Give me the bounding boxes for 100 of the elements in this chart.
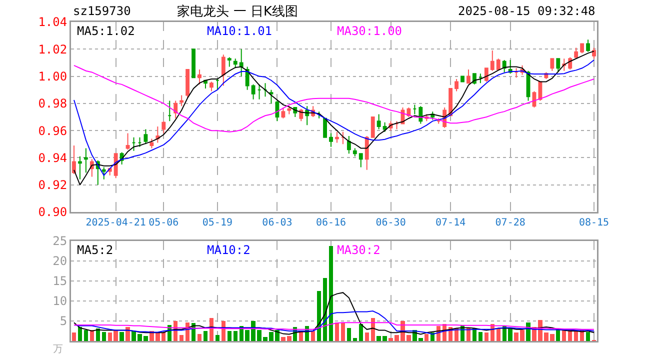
candlestick bbox=[215, 78, 220, 90]
y-tick-label: 5 bbox=[60, 314, 68, 328]
bar bbox=[358, 324, 363, 341]
y-tick-label: 0.92 bbox=[38, 178, 68, 192]
y-tick-label: 0.98 bbox=[38, 96, 68, 111]
y-tick-label: 20 bbox=[52, 254, 68, 268]
candlestick bbox=[186, 69, 190, 98]
candlestick bbox=[574, 47, 578, 60]
candlestick bbox=[174, 100, 178, 119]
text: sz159730 bbox=[73, 4, 131, 18]
x-tick-label: 2025-04-21 bbox=[86, 218, 146, 228]
candlestick bbox=[394, 120, 399, 130]
candlestick bbox=[251, 84, 256, 100]
candlestick bbox=[586, 39, 590, 52]
bar bbox=[120, 332, 124, 341]
bar bbox=[102, 332, 106, 341]
bar bbox=[478, 332, 483, 341]
candlestick bbox=[84, 148, 88, 174]
bar bbox=[484, 332, 489, 341]
x-tick-label: 06-30 bbox=[376, 218, 406, 228]
bar bbox=[364, 332, 369, 341]
candlestick bbox=[180, 94, 184, 107]
candlestick bbox=[257, 84, 262, 100]
candlestick bbox=[156, 126, 160, 144]
candlestick bbox=[448, 88, 453, 116]
candlestick bbox=[138, 136, 142, 148]
bar bbox=[586, 332, 590, 341]
candlestick bbox=[592, 47, 596, 60]
bar bbox=[334, 322, 340, 341]
x-tick-label: 06-16 bbox=[316, 218, 346, 228]
text: 2025-08-15 09:32:48 bbox=[458, 4, 596, 18]
candlestick bbox=[263, 82, 268, 98]
bar bbox=[203, 331, 208, 341]
candlestick bbox=[550, 58, 554, 72]
y-tick-label: 1.04 bbox=[38, 15, 68, 30]
candlestick bbox=[335, 131, 339, 144]
candlestick bbox=[418, 106, 423, 124]
candlestick bbox=[144, 128, 148, 145]
y-tick-label: 0.94 bbox=[38, 150, 68, 165]
bar bbox=[72, 332, 76, 341]
bar bbox=[197, 334, 202, 341]
bar bbox=[215, 335, 220, 341]
candlestick bbox=[323, 118, 327, 138]
y-tick-label: 10 bbox=[52, 294, 68, 308]
candlestick bbox=[484, 68, 488, 82]
y-tick-label: 1.02 bbox=[38, 42, 68, 56]
bar bbox=[574, 331, 578, 341]
candlestick bbox=[514, 68, 518, 78]
candlestick bbox=[192, 48, 196, 78]
candlestick bbox=[287, 106, 292, 115]
bar bbox=[84, 330, 88, 341]
bar bbox=[340, 322, 346, 341]
text: MA30:2 bbox=[337, 243, 380, 257]
y-tick-label: 0.90 bbox=[38, 205, 68, 220]
line-series bbox=[73, 64, 595, 132]
candlestick bbox=[233, 58, 238, 69]
candlestick bbox=[245, 66, 250, 90]
candlestick bbox=[299, 108, 304, 122]
candlestick bbox=[168, 100, 172, 122]
candlestick bbox=[358, 153, 363, 168]
candlestick bbox=[239, 48, 244, 77]
candlestick bbox=[198, 69, 202, 85]
candlestick bbox=[210, 81, 214, 92]
bar bbox=[310, 331, 316, 341]
x-tick-label: 05-19 bbox=[202, 218, 232, 228]
y-tick-label: 15 bbox=[52, 274, 68, 288]
y-axis-title: 万 bbox=[53, 344, 63, 355]
candlestick bbox=[556, 58, 560, 73]
chart-title: 家电龙头 一 日K线图 bbox=[177, 4, 298, 20]
bar bbox=[556, 330, 560, 341]
text: MA10:1.01 bbox=[207, 24, 272, 38]
candlestick bbox=[454, 78, 458, 92]
line-series bbox=[73, 310, 595, 335]
bar bbox=[233, 331, 238, 341]
candlestick bbox=[329, 132, 333, 148]
candlestick bbox=[568, 56, 572, 70]
bar bbox=[496, 328, 500, 341]
candlestick bbox=[281, 107, 286, 119]
x-tick-label: 07-14 bbox=[436, 218, 466, 228]
bar bbox=[424, 334, 429, 341]
bar bbox=[179, 335, 184, 341]
bar bbox=[227, 331, 232, 341]
y-tick-label: 25 bbox=[52, 234, 68, 248]
candlestick bbox=[412, 104, 417, 115]
candlestick bbox=[370, 116, 375, 138]
candlestick bbox=[346, 136, 351, 154]
candlestick bbox=[502, 60, 506, 73]
candlestick bbox=[496, 58, 500, 70]
candlestick bbox=[580, 43, 584, 54]
candlestick bbox=[78, 156, 82, 180]
bar bbox=[346, 328, 352, 341]
text: MA30:1.00 bbox=[337, 24, 402, 38]
candlestick bbox=[221, 54, 226, 86]
candlestick bbox=[132, 136, 136, 152]
text: MA5:2 bbox=[77, 243, 114, 257]
candlestick bbox=[341, 131, 345, 145]
x-tick-label: 08-15 bbox=[578, 218, 610, 228]
candlestick bbox=[269, 89, 274, 104]
candlestick bbox=[126, 132, 130, 150]
candlestick bbox=[364, 136, 369, 170]
